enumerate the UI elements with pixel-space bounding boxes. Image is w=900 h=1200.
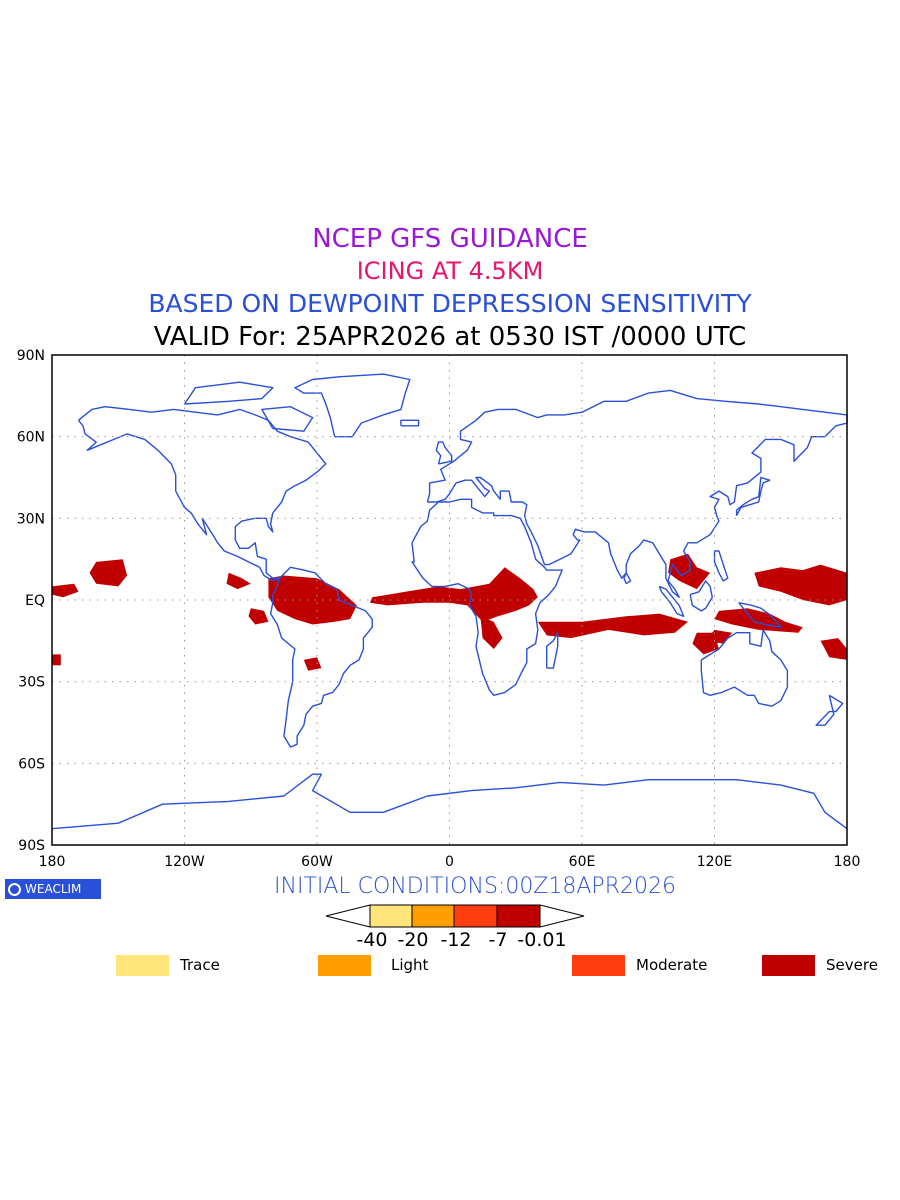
lat-label: 30S: [18, 675, 45, 691]
legend-label-severe: Severe: [826, 956, 878, 974]
coastline-sumatra: [658, 585, 685, 617]
title-method: BASED ON DEWPOINT DEPRESSION SENSITIVITY: [148, 289, 752, 318]
colorbar-tick: -20: [397, 929, 429, 951]
icing-severe-region: [303, 657, 322, 671]
legend-label-moderate: Moderate: [636, 956, 708, 974]
title-main: NCEP GFS GUIDANCE: [312, 224, 588, 254]
coastline-antarctica: [51, 773, 848, 830]
legend-swatch-light: [318, 955, 371, 976]
coastline-greenland: [294, 373, 411, 438]
icing-severe-region: [754, 564, 847, 606]
icing-severe-region: [52, 583, 79, 598]
legend-label-light: Light: [391, 956, 429, 974]
title-valid-time: VALID For: 25APR2026 at 0530 IST /0000 U…: [153, 322, 747, 352]
coastline-south-america: [269, 566, 373, 748]
coastline-eurasia: [426, 389, 848, 598]
lon-label: 180: [39, 854, 66, 870]
coastline-australia: [700, 629, 789, 707]
lon-label: 60E: [569, 854, 596, 870]
lat-label: 60S: [18, 756, 45, 772]
initial-conditions: INITIAL CONDITIONS:00Z18APR2026: [274, 874, 676, 899]
coastline-sri-lanka: [623, 572, 632, 585]
coastline-baffin: [261, 406, 314, 432]
lat-lon-grid: [52, 355, 847, 845]
coastline-africa: [411, 498, 563, 696]
legend-swatch-moderate: [572, 955, 625, 976]
lon-label: 60W: [301, 854, 333, 870]
coastline-madagascar: [546, 632, 559, 669]
lat-label: 90S: [18, 838, 45, 854]
lon-label: 0: [445, 854, 454, 870]
lat-label: 90N: [17, 348, 45, 364]
icing-severe-region: [714, 608, 803, 633]
coastline-new-guinea: [738, 602, 782, 628]
icing-severe-region: [89, 559, 128, 587]
map-frame: [51, 354, 848, 846]
legend-swatch-severe: [762, 955, 815, 976]
legend-label-trace: Trace: [180, 956, 220, 974]
logo-text: WEACLIM: [25, 882, 82, 896]
icing-severe-region: [52, 654, 61, 666]
coastline-arctic-islands: [183, 381, 274, 405]
icing-severe-region: [268, 575, 357, 625]
icing-severe-region: [226, 572, 251, 590]
lon-label: 120W: [164, 854, 205, 870]
lon-label: 120E: [697, 854, 733, 870]
coastline-great-britain: [435, 441, 453, 465]
coastline-japan: [735, 476, 771, 516]
lon-label: 180: [834, 854, 861, 870]
lat-axis-labels: 90N 60N 30N EQ 30S 60S 90S: [17, 348, 45, 854]
colorbar-tick: -0.01: [517, 929, 567, 951]
coastline-north-america: [77, 406, 327, 582]
lon-axis-labels: 180 120W 60W 0 60E 120E 180: [39, 854, 861, 870]
weaclim-logo: WEACLIM: [5, 879, 101, 899]
icing-severe-region: [820, 638, 847, 660]
coastline-philippines: [713, 550, 729, 582]
logo-circle-icon: [8, 882, 21, 896]
icing-severe-region: [537, 613, 688, 639]
colorbar-ticks: -40 -20 -12 -7 -0.01: [0, 929, 900, 953]
colorbar-tick: -7: [488, 929, 508, 951]
icing-severe-areas: [52, 553, 847, 671]
lat-label: EQ: [25, 593, 45, 609]
coastline-new-zealand: [815, 694, 844, 726]
lat-label: 60N: [17, 430, 45, 446]
icing-severe-region: [248, 608, 269, 625]
coastline-borneo: [689, 580, 713, 612]
title-product: ICING AT 4.5KM: [356, 257, 544, 285]
colorbar-tick: -40: [356, 929, 388, 951]
coastline-iceland: [400, 419, 420, 427]
lat-label: 30N: [17, 511, 45, 527]
coastlines: [51, 373, 848, 830]
colorbar-tick: -12: [440, 929, 472, 951]
legend-swatch-trace: [116, 955, 169, 976]
icing-severe-region: [480, 616, 503, 649]
icing-severe-region: [370, 567, 538, 622]
